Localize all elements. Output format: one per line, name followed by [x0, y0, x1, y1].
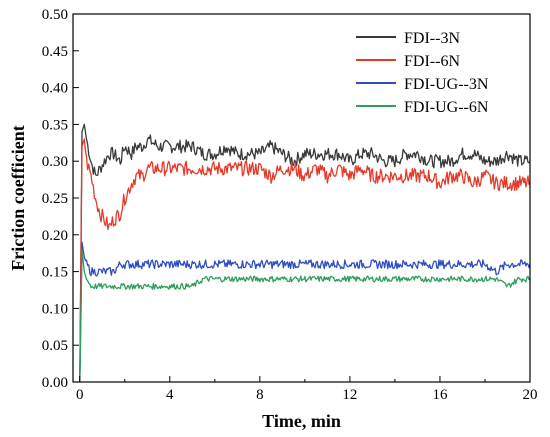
y-tick-label: 0.25	[42, 191, 68, 207]
legend-label: FDI-UG--6N	[404, 99, 489, 116]
y-tick-label: 0.50	[42, 7, 68, 23]
x-tick-label: 8	[256, 387, 264, 403]
x-tick-label: 12	[342, 387, 357, 403]
legend-label: FDI--3N	[404, 30, 460, 47]
y-axis-title: Friction coefficient	[8, 125, 28, 270]
plot-frame	[72, 13, 531, 383]
y-tick-label: 0.10	[42, 301, 68, 317]
x-tick-label: 4	[166, 387, 174, 403]
x-tick-label: 20	[523, 387, 538, 403]
series-line	[79, 248, 531, 383]
legend-label: FDI-UG--3N	[404, 76, 489, 93]
y-tick-label: 0.45	[42, 44, 68, 60]
y-tick-label: 0.35	[42, 117, 68, 133]
series-lines	[79, 123, 531, 383]
y-tick-label: 0.05	[42, 338, 68, 354]
axis-ticks: 0 4 8 12 16 20 0.00 0.05 0.10 0.15 0.20 0.25 0.30 0.3…	[42, 7, 538, 403]
y-tick-label: 0.00	[42, 375, 68, 391]
series-line	[79, 138, 531, 383]
y-tick-label: 0.30	[42, 154, 68, 170]
x-tick-label: 0	[76, 387, 84, 403]
series-line	[79, 123, 531, 383]
y-tick-label: 0.40	[42, 81, 68, 97]
legend-label: FDI--6N	[404, 53, 460, 70]
x-axis-title: Time, min	[262, 411, 341, 431]
legend: FDI--3N FDI--6N FDI-UG--3N FDI-UG--6N	[356, 30, 489, 116]
x-tick-label: 16	[432, 387, 448, 403]
y-tick-label: 0.15	[42, 265, 68, 281]
series-line	[79, 241, 531, 383]
y-tick-label: 0.20	[42, 228, 68, 244]
